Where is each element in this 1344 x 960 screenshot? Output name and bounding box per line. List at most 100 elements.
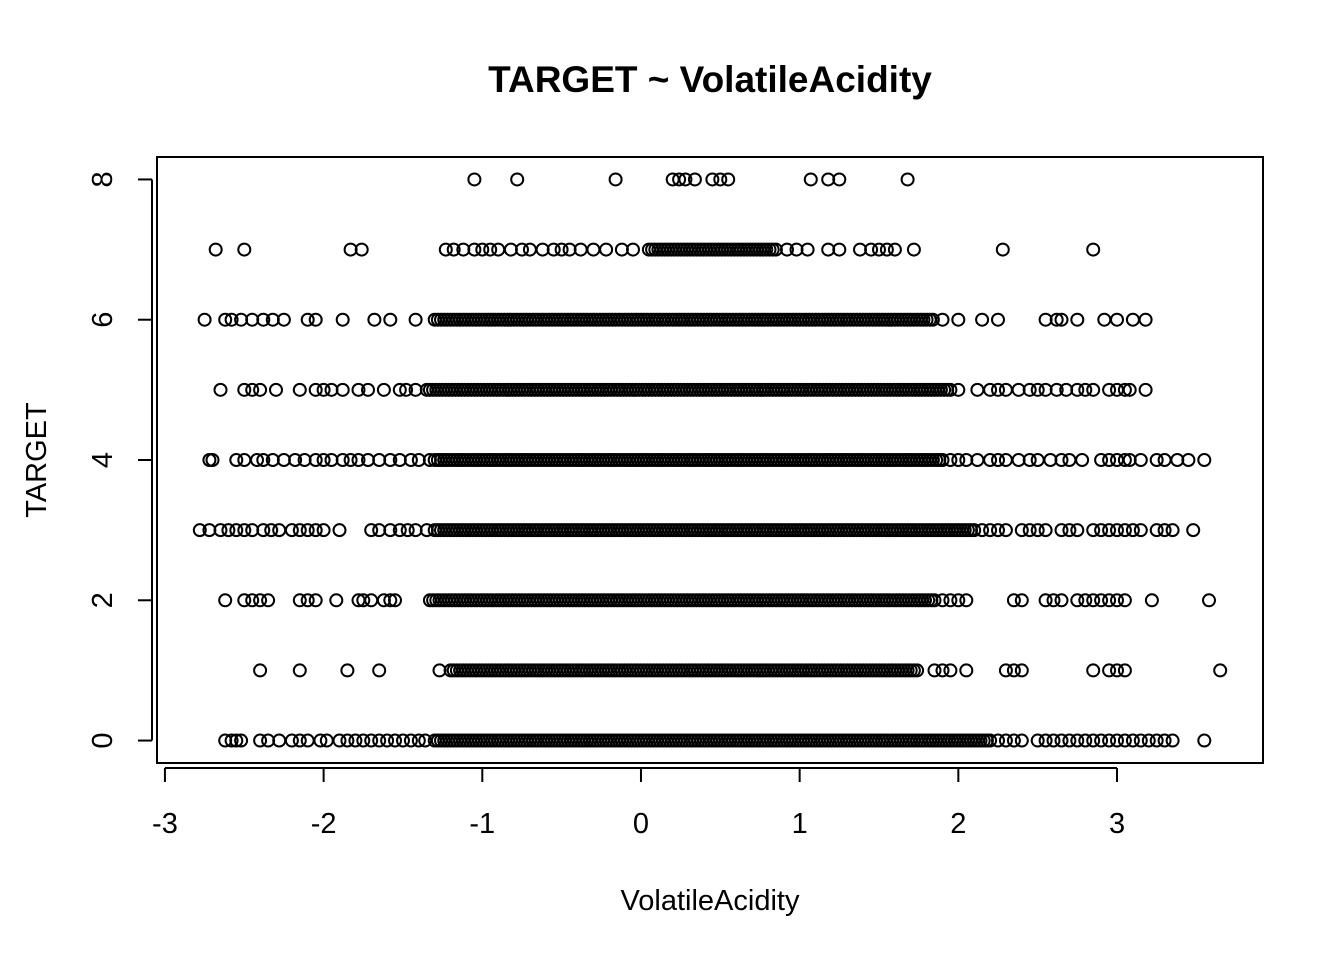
data-point bbox=[383, 593, 398, 608]
data-point bbox=[1117, 663, 1132, 678]
data-point bbox=[284, 733, 299, 748]
data-point bbox=[991, 453, 1005, 467]
data-point bbox=[1006, 663, 1021, 678]
data-point bbox=[300, 733, 315, 748]
data-point bbox=[998, 663, 1013, 678]
data-point bbox=[467, 242, 482, 257]
data-point bbox=[510, 172, 525, 187]
data-point bbox=[408, 382, 423, 397]
data-point bbox=[256, 312, 271, 327]
data-point bbox=[672, 172, 687, 187]
data-point bbox=[1197, 733, 1212, 748]
data-point bbox=[951, 382, 966, 397]
data-point bbox=[943, 382, 958, 397]
data-point bbox=[1197, 453, 1212, 467]
data-point bbox=[343, 453, 358, 467]
data-point bbox=[803, 172, 818, 187]
data-point bbox=[721, 172, 736, 187]
data-point bbox=[959, 663, 974, 678]
data-point bbox=[380, 733, 395, 748]
data-point bbox=[1110, 733, 1124, 748]
data-point bbox=[250, 453, 264, 467]
data-point bbox=[1094, 453, 1109, 467]
data-point bbox=[678, 172, 693, 187]
data-point bbox=[1086, 733, 1101, 748]
data-point bbox=[1102, 523, 1117, 538]
x-axis-label: VolatileAcidity bbox=[621, 885, 800, 917]
x-tick-label: 3 bbox=[1109, 808, 1125, 840]
data-point bbox=[213, 382, 228, 397]
data-point bbox=[927, 663, 942, 678]
y-tick-label: 2 bbox=[87, 592, 119, 608]
data-point bbox=[403, 453, 418, 467]
data-point bbox=[998, 453, 1013, 467]
data-point bbox=[351, 382, 366, 397]
data-point bbox=[935, 663, 950, 678]
data-point bbox=[1117, 382, 1132, 397]
data-point bbox=[229, 733, 244, 748]
data-point bbox=[626, 242, 640, 257]
data-point bbox=[943, 593, 958, 608]
data-point bbox=[975, 523, 990, 538]
data-point bbox=[245, 382, 260, 397]
data-point bbox=[983, 523, 998, 538]
data-point bbox=[367, 312, 382, 327]
data-point bbox=[687, 172, 702, 187]
data-point bbox=[713, 172, 728, 187]
data-point bbox=[1022, 453, 1037, 467]
data-point bbox=[1054, 523, 1069, 538]
data-point bbox=[975, 312, 990, 327]
data-point bbox=[229, 523, 244, 538]
data-point bbox=[1102, 593, 1117, 608]
data-point bbox=[1054, 733, 1069, 748]
data-point bbox=[983, 453, 998, 467]
data-point bbox=[1014, 593, 1029, 608]
data-point bbox=[224, 733, 239, 748]
y-tick-label: 0 bbox=[87, 732, 119, 748]
data-point bbox=[1049, 312, 1064, 327]
data-point bbox=[1125, 523, 1140, 538]
chart-title: TARGET ~ VolatileAcidity bbox=[488, 59, 932, 100]
data-point bbox=[1110, 312, 1124, 327]
data-point bbox=[340, 663, 355, 678]
x-tick-label: -2 bbox=[311, 808, 337, 840]
data-point bbox=[292, 382, 307, 397]
data-point bbox=[292, 663, 307, 678]
data-point bbox=[1078, 593, 1093, 608]
data-point bbox=[467, 172, 482, 187]
data-point bbox=[998, 382, 1013, 397]
data-point bbox=[237, 523, 252, 538]
data-point bbox=[272, 523, 287, 538]
data-point bbox=[284, 523, 299, 538]
data-point bbox=[1046, 733, 1061, 748]
data-point bbox=[1122, 382, 1137, 397]
data-point bbox=[1070, 382, 1085, 397]
data-point bbox=[388, 593, 402, 608]
data-point bbox=[392, 382, 407, 397]
data-point bbox=[554, 242, 569, 257]
data-point bbox=[1030, 453, 1045, 467]
data-point bbox=[1102, 663, 1117, 678]
data-point bbox=[1078, 733, 1093, 748]
y-tick-label: 6 bbox=[87, 312, 119, 328]
data-point bbox=[515, 242, 529, 257]
data-point bbox=[300, 593, 315, 608]
data-point bbox=[1062, 523, 1077, 538]
data-point bbox=[951, 453, 966, 467]
data-point bbox=[411, 733, 426, 748]
data-point bbox=[403, 733, 418, 748]
data-point bbox=[1149, 733, 1164, 748]
data-point bbox=[316, 453, 331, 467]
data-point bbox=[943, 663, 958, 678]
data-point bbox=[951, 312, 966, 327]
data-point bbox=[925, 312, 940, 327]
data-point bbox=[1086, 593, 1101, 608]
data-point bbox=[1038, 593, 1053, 608]
data-point bbox=[1014, 523, 1029, 538]
data-point bbox=[1117, 453, 1132, 467]
data-point bbox=[292, 593, 307, 608]
data-point bbox=[475, 242, 490, 257]
data-point bbox=[1022, 523, 1037, 538]
data-point bbox=[446, 242, 461, 257]
data-point bbox=[483, 242, 498, 257]
